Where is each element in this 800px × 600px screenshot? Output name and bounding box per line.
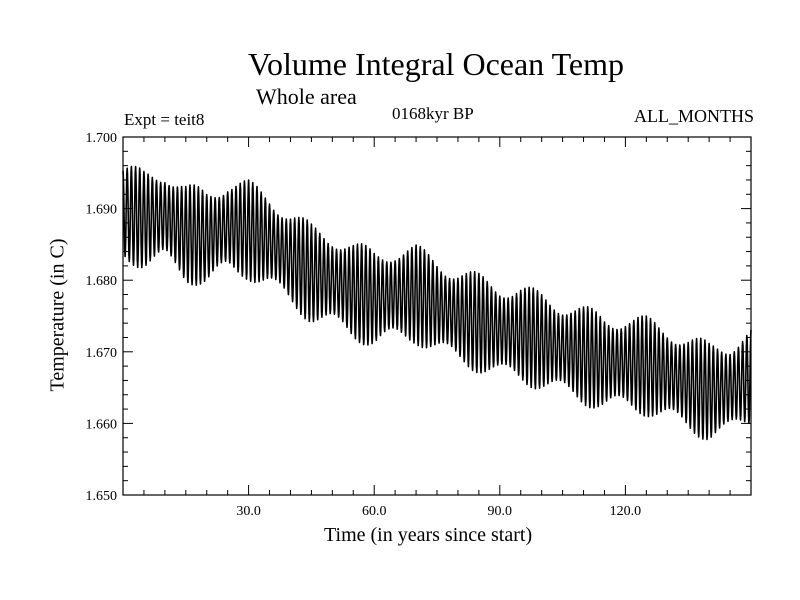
y-tick-label: 1.680 — [86, 274, 118, 289]
x-tick-label: 120.0 — [610, 504, 642, 519]
x-tick-label: 30.0 — [236, 504, 261, 519]
y-tick-label: 1.690 — [86, 203, 118, 218]
y-tick-label: 1.670 — [86, 346, 118, 361]
x-tick-label: 90.0 — [488, 504, 513, 519]
plot-frame — [122, 136, 752, 496]
months-label: ALL_MONTHS — [634, 106, 754, 126]
axis-ticks: 30.0 60.0 90.0 120.0 1.650 1.660 1.670 1.680 1.6… — [86, 131, 751, 519]
y-tick-label: 1.660 — [86, 417, 118, 432]
period-label: 0168kyr BP — [392, 104, 474, 123]
series-group — [122, 165, 752, 441]
series-line — [122, 165, 752, 441]
y-tick-label: 1.650 — [86, 489, 118, 504]
chart-title: Volume Integral Ocean Temp — [247, 46, 624, 82]
experiment-label: Expt = teit8 — [124, 110, 205, 129]
x-axis-label: Time (in years since start) — [324, 524, 533, 546]
chart-subtitle: Whole area — [256, 84, 357, 109]
y-tick-label: 1.700 — [86, 131, 118, 146]
x-tick-label: 60.0 — [362, 504, 387, 519]
